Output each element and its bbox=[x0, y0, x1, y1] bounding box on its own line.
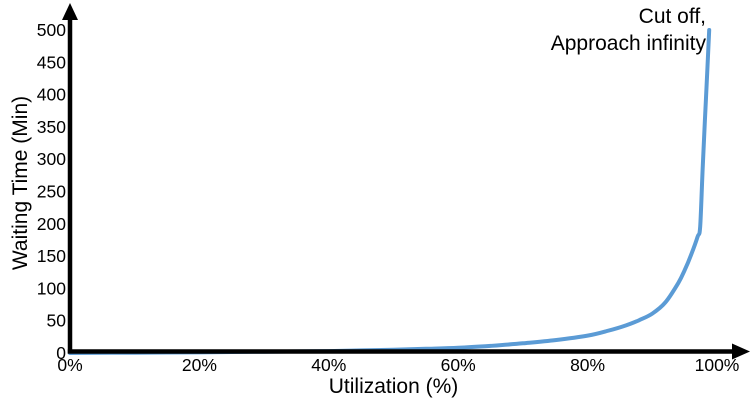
y-axis-arrowhead bbox=[62, 3, 78, 20]
x-axis-arrowhead bbox=[732, 343, 750, 360]
y-tick-label: 350 bbox=[37, 117, 66, 137]
x-tick-label: 100% bbox=[695, 355, 740, 375]
x-tick-label: 40% bbox=[311, 355, 346, 375]
y-tick-label: 300 bbox=[37, 149, 66, 169]
cutoff-annotation: Cut off, Approach infinity bbox=[550, 5, 706, 55]
y-tick-label: 400 bbox=[37, 85, 66, 105]
x-tick-label: 80% bbox=[570, 355, 605, 375]
y-tick-label: 450 bbox=[37, 52, 66, 72]
x-tick-label: 20% bbox=[182, 355, 217, 375]
y-tick-labels: 0 50 100 150 200 250 300 350 400 450 500 bbox=[37, 20, 66, 363]
x-axis-title: Utilization (%) bbox=[328, 375, 459, 398]
waiting-time-curve bbox=[68, 28, 712, 355]
y-tick-label: 0 bbox=[56, 343, 66, 363]
y-tick-label: 500 bbox=[37, 20, 66, 40]
y-tick-label: 50 bbox=[47, 311, 67, 331]
x-tick-labels: 0% 20% 40% 60% 80% 100% bbox=[57, 355, 739, 375]
y-tick-label: 200 bbox=[37, 214, 66, 234]
y-tick-label: 250 bbox=[37, 182, 66, 202]
y-axis-title: Waiting Time (Min) bbox=[9, 95, 32, 271]
y-tick-label: 150 bbox=[37, 246, 66, 266]
y-tick-label: 100 bbox=[37, 278, 66, 298]
x-tick-label: 0% bbox=[57, 355, 82, 375]
x-tick-label: 60% bbox=[441, 355, 476, 375]
